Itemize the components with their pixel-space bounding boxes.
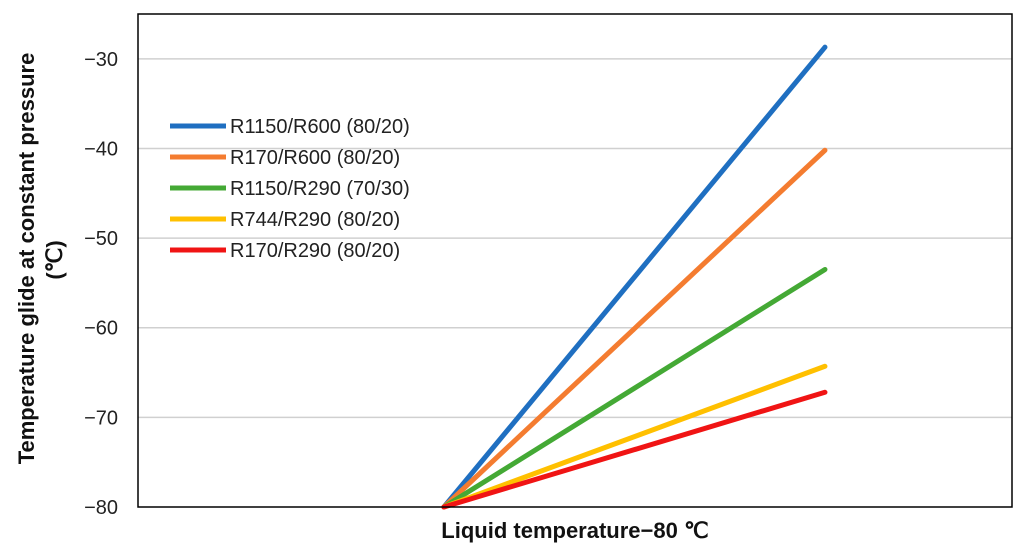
legend-label: R1150/R600 (80/20) xyxy=(230,116,410,138)
y-tick-labels: −80 −70 −60 −50 −40 −30 xyxy=(84,49,118,519)
series-line xyxy=(441,389,828,510)
x-axis-title: Liquid temperature−80 ℃ xyxy=(441,518,708,543)
y-axis-title: Temperature glide at constant pressure xyxy=(14,53,39,465)
legend: R1150/R600 (80/20) R170/R600 (80/20) R1150… xyxy=(170,116,410,262)
grid-lines xyxy=(138,58,1012,419)
series-line xyxy=(441,363,828,510)
y-tick-label: −40 xyxy=(84,138,118,160)
legend-label: R1150/R290 (70/30) xyxy=(230,178,410,200)
y-tick-label: −30 xyxy=(84,49,118,71)
y-tick-label: −50 xyxy=(84,228,118,250)
legend-label: R170/R290 (80/20) xyxy=(230,240,400,262)
series-line xyxy=(441,147,828,510)
series-line xyxy=(441,266,828,510)
plot-frame xyxy=(137,13,1013,508)
y-tick-label: −80 xyxy=(84,497,118,519)
y-tick-label: −60 xyxy=(84,318,118,340)
y-tick-label: −70 xyxy=(84,407,118,429)
legend-label: R170/R600 (80/20) xyxy=(230,147,400,169)
series-line xyxy=(441,44,828,510)
y-axis-title-unit: (℃) xyxy=(42,240,67,279)
series-lines xyxy=(441,44,828,510)
legend-label: R744/R290 (80/20) xyxy=(230,209,400,231)
